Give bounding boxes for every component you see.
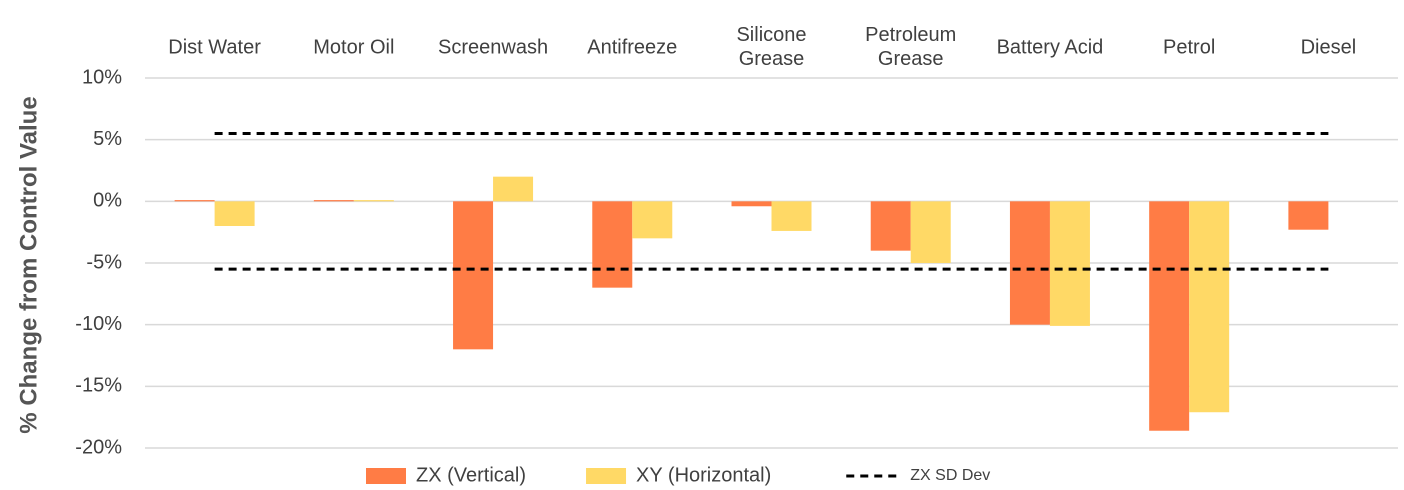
legend-label: XY (Horizontal) bbox=[636, 464, 771, 486]
bar bbox=[910, 201, 951, 263]
legend-label: ZX (Vertical) bbox=[416, 464, 526, 486]
bar bbox=[592, 201, 633, 288]
bar bbox=[313, 200, 354, 202]
bar bbox=[453, 201, 494, 350]
bar bbox=[731, 201, 772, 207]
bar bbox=[1288, 201, 1329, 230]
legend-swatch bbox=[586, 468, 627, 484]
bar bbox=[771, 201, 812, 231]
y-tick-label: -20% bbox=[75, 436, 122, 458]
bar bbox=[353, 200, 394, 202]
bar bbox=[1009, 201, 1050, 325]
x-tick-label: Battery Acid bbox=[997, 36, 1104, 58]
legend-swatch bbox=[366, 468, 406, 484]
bar bbox=[214, 201, 255, 226]
x-tick-label: Diesel bbox=[1301, 36, 1357, 58]
x-tick-label: Petroleum Grease bbox=[865, 24, 956, 70]
y-axis-label: % Change from Control Value bbox=[15, 96, 42, 433]
x-tick-label: Petrol bbox=[1163, 36, 1215, 58]
legend-label: ZX SD Dev bbox=[910, 467, 990, 484]
x-tick-label: Motor Oil bbox=[313, 36, 394, 58]
y-tick-label: 5% bbox=[93, 128, 122, 150]
x-tick-label: Screenwash bbox=[438, 36, 548, 58]
x-tick-label: Dist Water bbox=[168, 36, 261, 58]
y-tick-label: -15% bbox=[75, 375, 122, 397]
bar bbox=[1149, 201, 1190, 431]
bar bbox=[493, 176, 534, 202]
bar bbox=[1049, 201, 1090, 326]
y-tick-label: 0% bbox=[93, 190, 122, 212]
bar bbox=[870, 201, 911, 251]
bar bbox=[1189, 201, 1230, 413]
y-tick-label: -5% bbox=[86, 251, 122, 273]
x-tick-label: Silicone Grease bbox=[736, 24, 806, 70]
x-tick-label: Antifreeze bbox=[587, 36, 677, 58]
bar bbox=[174, 200, 215, 202]
y-tick-label: -10% bbox=[75, 313, 122, 335]
bar bbox=[632, 201, 673, 239]
y-tick-label: 10% bbox=[82, 66, 122, 88]
